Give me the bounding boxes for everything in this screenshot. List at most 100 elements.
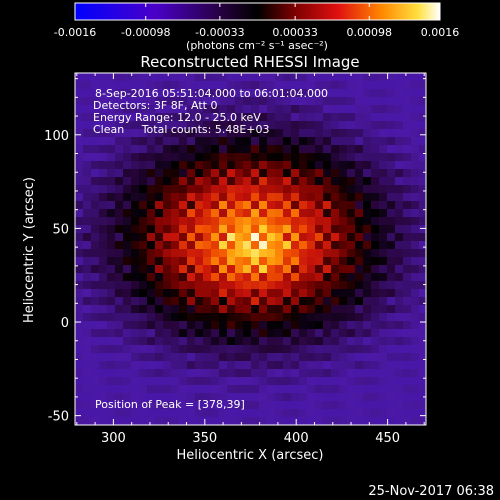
heatmap-pixel xyxy=(323,89,332,98)
heatmap-pixel xyxy=(283,209,292,218)
heatmap-pixel xyxy=(203,241,212,250)
heatmap-pixel xyxy=(91,393,100,402)
heatmap-pixel xyxy=(99,185,108,194)
heatmap-pixel xyxy=(299,241,308,250)
heatmap-pixel xyxy=(331,169,340,178)
heatmap-pixel xyxy=(267,177,276,186)
heatmap-pixel xyxy=(403,249,412,258)
heatmap-pixel xyxy=(227,377,236,386)
heatmap-pixel xyxy=(171,217,180,226)
heatmap-pixel xyxy=(307,417,316,425)
heatmap-pixel xyxy=(315,185,324,194)
heatmap-pixel xyxy=(163,201,172,210)
heatmap-pixel xyxy=(267,225,276,234)
heatmap-pixel xyxy=(339,185,348,194)
heatmap-pixel xyxy=(307,289,316,298)
heatmap-pixel xyxy=(115,177,124,186)
heatmap-pixel xyxy=(123,265,132,274)
heatmap-pixel xyxy=(331,361,340,370)
heatmap-pixel xyxy=(83,161,92,170)
heatmap-pixel xyxy=(275,217,284,226)
heatmap-pixel xyxy=(99,305,108,314)
heatmap-pixel xyxy=(203,177,212,186)
heatmap-pixel xyxy=(75,81,84,90)
heatmap-pixel xyxy=(411,113,420,122)
heatmap-pixel xyxy=(331,289,340,298)
heatmap-pixel xyxy=(291,385,300,394)
heatmap-pixel xyxy=(387,265,396,274)
heatmap-pixel xyxy=(371,177,380,186)
heatmap-pixel xyxy=(419,105,426,114)
heatmap-pixel xyxy=(131,233,140,242)
heatmap-pixel xyxy=(347,393,356,402)
heatmap-pixel xyxy=(363,217,372,226)
heatmap-pixel xyxy=(347,249,356,258)
heatmap-pixel xyxy=(147,369,156,378)
heatmap-pixel xyxy=(395,257,404,266)
heatmap-pixel xyxy=(395,369,404,378)
heatmap-pixel xyxy=(203,409,212,418)
heatmap-pixel xyxy=(147,97,156,106)
heatmap-pixel xyxy=(243,249,252,258)
heatmap-pixel xyxy=(139,121,148,130)
heatmap-pixel xyxy=(171,169,180,178)
heatmap-pixel xyxy=(275,249,284,258)
heatmap-pixel xyxy=(243,377,252,386)
heatmap-pixel xyxy=(251,313,260,322)
y-axis-label: Heliocentric Y (arcsec) xyxy=(22,177,37,323)
heatmap-pixel xyxy=(395,361,404,370)
heatmap-pixel xyxy=(403,273,412,282)
heatmap-pixel xyxy=(411,225,420,234)
heatmap-pixel xyxy=(147,409,156,418)
heatmap-pixel xyxy=(219,241,228,250)
heatmap-pixel xyxy=(347,417,356,425)
heatmap-pixel xyxy=(371,129,380,138)
heatmap-pixel xyxy=(83,313,92,322)
heatmap-pixel xyxy=(179,129,188,138)
heatmap-pixel xyxy=(331,201,340,210)
heatmap-pixel xyxy=(163,153,172,162)
heatmap-pixel xyxy=(395,105,404,114)
heatmap-pixel xyxy=(347,409,356,418)
heatmap-pixel xyxy=(139,321,148,330)
heatmap-pixel xyxy=(259,385,268,394)
heatmap-pixel xyxy=(99,169,108,178)
heatmap-pixel xyxy=(267,289,276,298)
heatmap-pixel xyxy=(107,313,116,322)
heatmap-pixel xyxy=(299,201,308,210)
heatmap-pixel xyxy=(203,129,212,138)
heatmap-pixel xyxy=(323,225,332,234)
heatmap-pixel xyxy=(323,321,332,330)
heatmap-pixel xyxy=(147,105,156,114)
heatmap-pixel xyxy=(163,145,172,154)
heatmap-pixel xyxy=(315,145,324,154)
heatmap-pixel xyxy=(315,129,324,138)
heatmap-pixel xyxy=(91,409,100,418)
heatmap-pixel xyxy=(243,89,252,98)
heatmap-pixel xyxy=(107,257,116,266)
heatmap-pixel xyxy=(363,417,372,425)
heatmap-pixel xyxy=(83,337,92,346)
heatmap-pixel xyxy=(163,185,172,194)
heatmap-pixel xyxy=(171,321,180,330)
heatmap-pixel xyxy=(147,345,156,354)
heatmap-pixel xyxy=(275,313,284,322)
heatmap-pixel xyxy=(195,129,204,138)
heatmap-pixel xyxy=(379,313,388,322)
heatmap-pixel xyxy=(243,73,252,82)
heatmap-pixel xyxy=(355,345,364,354)
heatmap-pixel xyxy=(331,89,340,98)
heatmap-pixel xyxy=(419,241,426,250)
heatmap-pixel xyxy=(131,249,140,258)
heatmap-pixel xyxy=(291,105,300,114)
heatmap-pixel xyxy=(83,249,92,258)
heatmap-pixel xyxy=(179,145,188,154)
heatmap-pixel xyxy=(275,161,284,170)
heatmap-pixel xyxy=(243,257,252,266)
heatmap-pixel xyxy=(339,225,348,234)
heatmap-pixel xyxy=(323,265,332,274)
heatmap-pixel xyxy=(251,305,260,314)
heatmap-pixel xyxy=(379,161,388,170)
heatmap-pixel xyxy=(363,73,372,82)
